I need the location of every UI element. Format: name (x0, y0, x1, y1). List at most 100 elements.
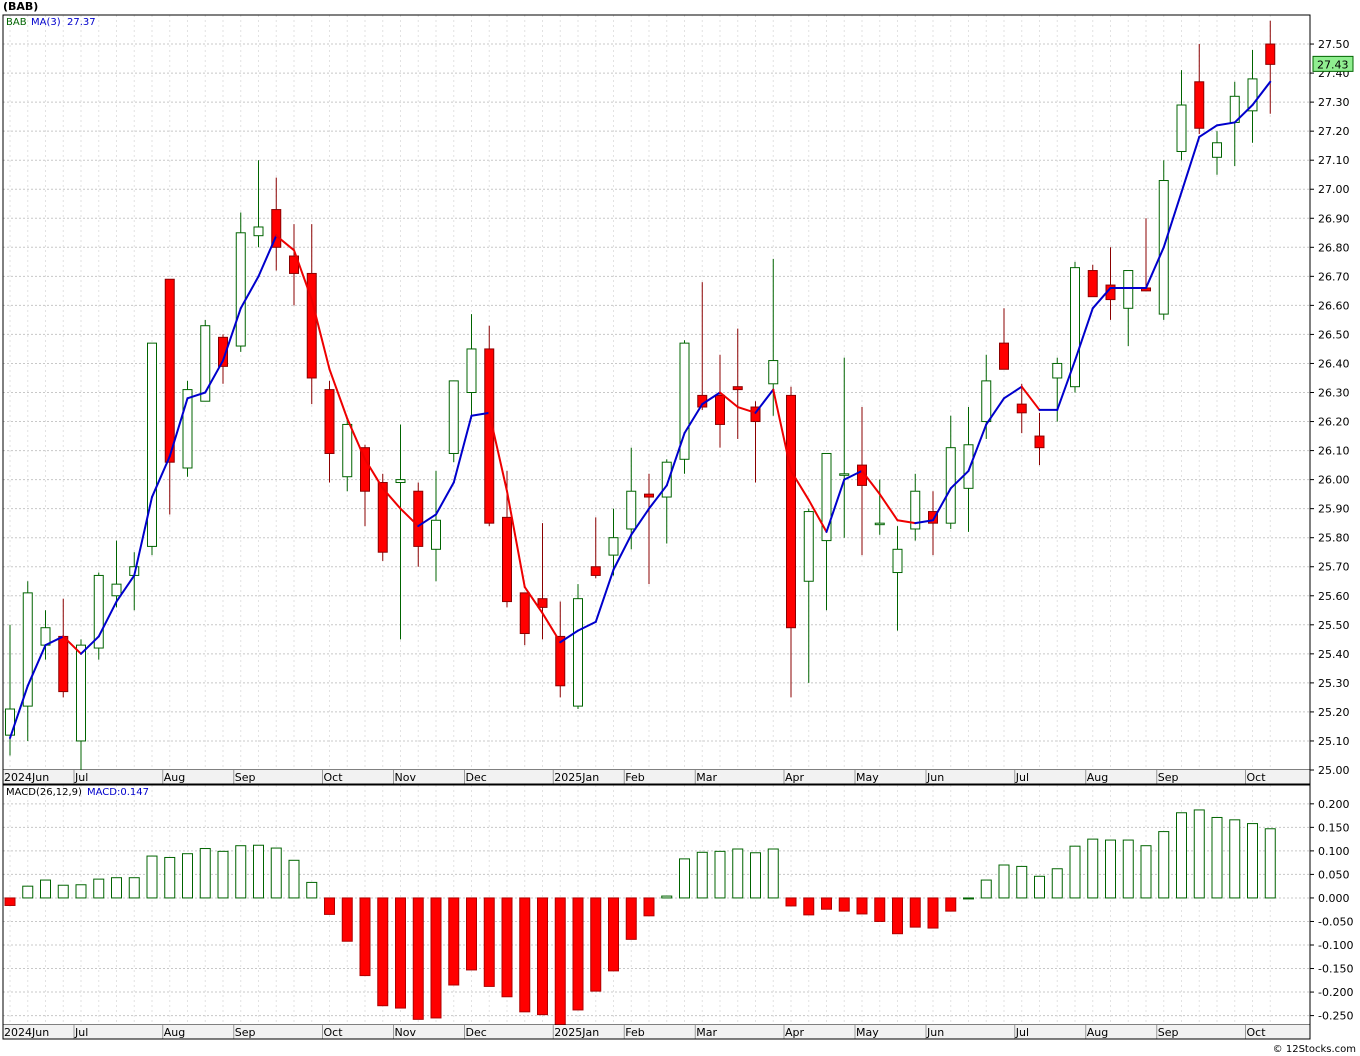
ma3-segment (1216, 121, 1236, 127)
candle-body (786, 394, 796, 629)
candle (608, 508, 619, 576)
candle-body (164, 278, 175, 463)
candle (395, 424, 406, 640)
macd-month-label: Feb (625, 1026, 644, 1039)
candle (271, 177, 282, 271)
ma3-segment (523, 586, 544, 615)
candle (590, 517, 601, 579)
macd-bar (111, 877, 122, 899)
macd-bar (1158, 831, 1170, 899)
macd-bar (838, 897, 850, 912)
ma3-segment (736, 406, 757, 414)
ma3-segment (257, 234, 278, 278)
candle-body (200, 325, 211, 402)
candle-body (431, 519, 441, 550)
candle-body (821, 452, 832, 542)
ma3-segment (754, 388, 775, 414)
ma3-segment (239, 275, 260, 310)
ma3-segment (932, 487, 952, 522)
candle-body (626, 490, 637, 530)
macd-bar (1016, 865, 1028, 899)
candle (892, 526, 903, 631)
macd-bar (22, 885, 34, 899)
macd-month-label: Sep (1158, 1026, 1179, 1039)
ma3-segment (1091, 286, 1112, 310)
macd-bar (519, 897, 531, 1013)
candle (928, 491, 938, 556)
candle-body (360, 447, 370, 492)
macd-month-label: Aug (164, 1026, 185, 1039)
macd-bar (750, 852, 761, 899)
candle-body (608, 537, 619, 556)
candle (999, 308, 1009, 370)
ma3-segment (807, 498, 828, 533)
macd-bar (1229, 819, 1241, 899)
macd-bar (572, 897, 584, 1011)
price-tick-label: 25.90 (1318, 503, 1350, 516)
candle-body (519, 592, 530, 635)
candle (1070, 261, 1080, 393)
ma3-segment (80, 635, 100, 655)
candle (537, 523, 548, 640)
ma3-segment (790, 469, 810, 501)
price-month-label: Apr (785, 771, 805, 784)
candle-body (182, 389, 193, 469)
macd-bar (1051, 868, 1063, 899)
price-tick-label: 27.30 (1318, 96, 1350, 109)
macd-bar (501, 897, 513, 998)
candle-body (377, 482, 388, 553)
macd-bar (909, 897, 921, 928)
price-month-label: Mar (696, 771, 717, 784)
ma3-segment (1056, 359, 1076, 411)
macd-bar (554, 897, 566, 1026)
candle (1123, 270, 1134, 347)
candle-body (22, 592, 33, 707)
macd-bar (483, 897, 495, 987)
candle-body (448, 380, 459, 454)
ma3-segment (310, 298, 331, 371)
macd-bar (608, 897, 619, 972)
candle-body (413, 490, 424, 547)
ma3-segment (168, 397, 189, 458)
price-month-label: Aug (164, 771, 185, 784)
candle-body (555, 635, 566, 687)
ma3-segment (914, 519, 934, 525)
candle (1016, 383, 1027, 434)
candle (200, 319, 211, 402)
candle-body (1194, 81, 1205, 129)
macd-bar (412, 897, 424, 1020)
ma3-segment (683, 403, 704, 435)
price-tick-label: 27.50 (1318, 38, 1350, 51)
candle-body (945, 447, 956, 524)
candle-body (484, 348, 495, 524)
candle-body (1247, 78, 1258, 112)
ma3-segment (328, 368, 349, 420)
price-month-label: Nov (395, 771, 417, 784)
macd-tick-label: -0.200 (1318, 986, 1353, 999)
macd-bar (821, 897, 832, 910)
macd-bar (57, 884, 69, 899)
macd-month-label: 2025Jan (554, 1026, 599, 1039)
candle-body (679, 342, 690, 460)
macd-tick-label: 0.100 (1318, 845, 1350, 858)
candle (342, 418, 353, 492)
ma3-segment (346, 417, 366, 461)
candle-body (803, 511, 814, 582)
ma3-segment (967, 423, 988, 472)
price-month-label: Sep (1158, 771, 1179, 784)
candle-body (661, 461, 672, 498)
candle (661, 459, 672, 544)
ma3-segment (151, 455, 171, 499)
candle-body (235, 232, 246, 347)
macd-bar (998, 864, 1010, 899)
macd-bar (980, 879, 992, 899)
ma3-segment (1180, 135, 1201, 194)
candle (786, 386, 796, 698)
candle-body (253, 226, 264, 237)
macd-bar (927, 897, 939, 929)
macd-bar (643, 897, 655, 917)
ma3-segment (97, 600, 118, 638)
ma3-segment (364, 458, 384, 490)
macd-bar (182, 853, 193, 899)
macd-legend-value: MACD:0.147 (87, 787, 149, 798)
